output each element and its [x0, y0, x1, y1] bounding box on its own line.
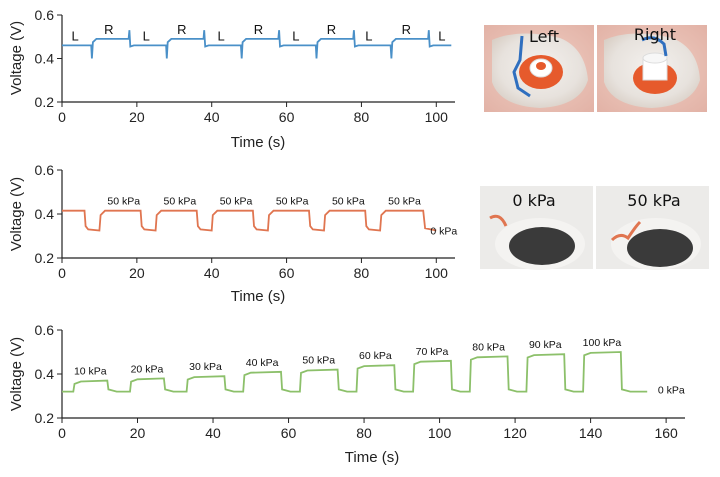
- photo-0kpa-label: 0 kPa: [512, 191, 555, 210]
- chart-2-ytick-label: 0.6: [35, 162, 55, 178]
- chart-3-xtick-label: 20: [130, 425, 146, 441]
- chart-1-xtick-label: 80: [354, 109, 370, 125]
- chart-3-ytick-label: 0.4: [35, 366, 55, 382]
- chart-3-xtick-label: 100: [428, 425, 452, 441]
- chart-3-xtick-label: 80: [356, 425, 372, 441]
- photo-left-label: Left: [529, 27, 559, 46]
- chart-2-annotation: 50 kPa: [332, 196, 365, 208]
- chart-2-annotation: 50 kPa: [276, 196, 309, 208]
- chart-3-step-label: 100 kPa: [583, 337, 622, 349]
- chart-2-pressure-cycling: Voltage (V) Time (s) 0.2 0.4 0.6 0 20 40 60 80 1…: [8, 162, 457, 305]
- chart-2-ylabel: Voltage (V): [8, 177, 25, 251]
- photo-right: Right: [597, 25, 707, 112]
- chart-2-annotation: 50 kPa: [107, 196, 140, 208]
- chart-3-step-label: 20 kPa: [131, 363, 164, 375]
- chart-3-end-label: 0 kPa: [658, 385, 685, 397]
- chart-1-ytick-label: 0.2: [35, 94, 55, 110]
- chart-3-xtick-label: 120: [503, 425, 527, 441]
- photo-0kpa: 0 kPa: [480, 186, 593, 270]
- chart-1-xtick-label: 40: [204, 109, 220, 125]
- chart-2-xlabel: Time (s): [231, 288, 285, 305]
- chart-1-left-right: Voltage (V) Time (s) 0.2 0.4 0.6 0 20 40 60 80 1…: [8, 7, 455, 151]
- chart-1-annotation: L: [217, 28, 224, 43]
- chart-3-xtick-label: 160: [654, 425, 678, 441]
- chart-3-xtick-label: 60: [281, 425, 297, 441]
- chart-3-pressure-steps: Voltage (V) Time (s) 0.2 0.4 0.6 0 20 40 60 80 1…: [8, 322, 685, 466]
- chart-3-step-label: 90 kPa: [529, 339, 562, 351]
- chart-1-xtick-label: 100: [425, 109, 449, 125]
- chart-2-xtick-label: 80: [354, 265, 370, 281]
- chart-3-ylabel: Voltage (V): [8, 337, 25, 411]
- chart-2-xtick-label: 20: [129, 265, 145, 281]
- chart-1-ylabel: Voltage (V): [8, 21, 25, 95]
- chart-2-ytick-label: 0.4: [35, 206, 55, 222]
- chart-1-ytick-label: 0.6: [35, 7, 55, 23]
- chart-1-annotation: R: [402, 22, 411, 37]
- chart-2-annotation: 50 kPa: [388, 196, 421, 208]
- chart-1-annotation: L: [292, 28, 299, 43]
- chart-2-series-line: [62, 209, 437, 232]
- chart-1-xtick-label: 60: [279, 109, 295, 125]
- chart-3-step-label: 30 kPa: [189, 361, 222, 373]
- chart-3-step-label: 70 kPa: [416, 346, 449, 358]
- photo-right-label: Right: [634, 25, 676, 44]
- chart-2-xtick-label: 0: [58, 265, 66, 281]
- chart-3-xtick-label: 0: [58, 425, 66, 441]
- chart-2-annotation: 0 kPa: [430, 226, 457, 238]
- chart-1-annotation: L: [365, 28, 372, 43]
- chart-1-annotation: R: [254, 22, 263, 37]
- chart-1-annotation: L: [143, 28, 150, 43]
- chart-1-annotation: R: [177, 22, 186, 37]
- chart-3-xtick-label: 140: [579, 425, 603, 441]
- chart-3-xlabel: Time (s): [345, 449, 399, 466]
- chart-1-annotation: L: [71, 28, 78, 43]
- photo-50kpa: 50 kPa: [596, 186, 709, 270]
- chart-2-ytick-label: 0.2: [35, 250, 55, 266]
- chart-3-xtick-label: 40: [205, 425, 221, 441]
- chart-1-ytick-label: 0.4: [35, 51, 55, 67]
- chart-3-step-label: 60 kPa: [359, 350, 392, 362]
- chart-3-step-label: 80 kPa: [472, 341, 505, 353]
- photo-left: Left: [484, 25, 594, 112]
- chart-3-series-line: [62, 351, 648, 393]
- chart-2-xtick-label: 60: [279, 265, 295, 281]
- chart-1-series-line: [62, 30, 452, 59]
- chart-3-step-label: 40 kPa: [246, 357, 279, 369]
- chart-2-annotation: 50 kPa: [220, 196, 253, 208]
- chart-2-xtick-label: 100: [425, 265, 449, 281]
- chart-2-xtick-label: 40: [204, 265, 220, 281]
- chart-3-ytick-label: 0.2: [35, 410, 55, 426]
- chart-3-step-label: 50 kPa: [302, 355, 335, 367]
- chart-1-xlabel: Time (s): [231, 134, 285, 151]
- chart-2-axes: [61, 170, 455, 259]
- photo-50kpa-label: 50 kPa: [627, 191, 680, 210]
- chart-1-annotation: R: [104, 22, 113, 37]
- chart-1-xtick-label: 20: [129, 109, 145, 125]
- chart-1-annotation: L: [438, 28, 445, 43]
- chart-2-annotation: 50 kPa: [164, 196, 197, 208]
- chart-3-ytick-label: 0.6: [35, 322, 55, 338]
- chart-1-annotation: R: [327, 22, 336, 37]
- chart-1-xtick-label: 0: [58, 109, 66, 125]
- chart-3-step-label: 10 kPa: [74, 366, 107, 378]
